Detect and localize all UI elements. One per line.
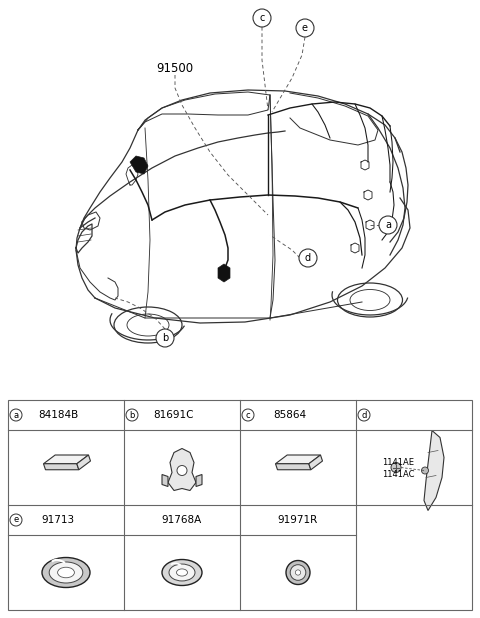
Text: d: d [305,253,311,263]
Polygon shape [162,475,168,486]
Polygon shape [44,455,88,464]
Ellipse shape [49,562,83,583]
Circle shape [421,467,429,474]
Polygon shape [77,455,91,470]
Circle shape [10,409,22,421]
Text: 84184B: 84184B [38,410,78,420]
Text: 85864: 85864 [274,410,307,420]
Text: c: c [246,410,250,420]
Text: 91500: 91500 [156,62,193,75]
Circle shape [295,570,300,575]
Text: e: e [13,515,19,525]
Circle shape [126,409,138,421]
Polygon shape [168,449,196,491]
Polygon shape [196,475,202,486]
Text: 91768A: 91768A [162,515,202,525]
Circle shape [177,465,187,475]
Ellipse shape [177,569,188,576]
Text: 81691C: 81691C [154,410,194,420]
Polygon shape [130,156,148,174]
Text: d: d [361,410,367,420]
Ellipse shape [169,564,195,581]
Ellipse shape [58,567,74,578]
Circle shape [10,514,22,526]
Circle shape [156,329,174,347]
Text: b: b [162,333,168,343]
Text: a: a [13,410,19,420]
Circle shape [253,9,271,27]
Circle shape [299,249,317,267]
Ellipse shape [162,559,202,585]
Polygon shape [276,455,321,464]
Circle shape [358,409,370,421]
Text: a: a [385,220,391,230]
Polygon shape [218,264,230,282]
Polygon shape [424,431,444,510]
Text: 91971R: 91971R [278,515,318,525]
Text: 91713: 91713 [41,515,74,525]
Polygon shape [44,464,79,470]
Text: c: c [259,13,264,23]
Circle shape [296,19,314,37]
Text: 1141AC: 1141AC [382,470,415,479]
Polygon shape [276,464,311,470]
Ellipse shape [42,557,90,588]
Circle shape [286,561,310,585]
Bar [8,400,472,610]
Circle shape [391,462,401,473]
Circle shape [242,409,254,421]
Text: b: b [129,410,135,420]
Polygon shape [309,455,323,470]
Circle shape [290,565,306,580]
Text: 1141AE: 1141AE [382,458,414,467]
Text: e: e [302,23,308,33]
Circle shape [379,216,397,234]
